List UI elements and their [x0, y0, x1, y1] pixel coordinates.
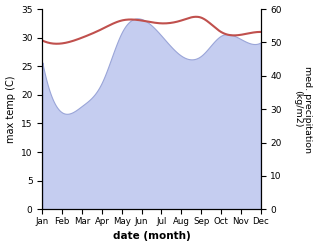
Y-axis label: med. precipitation
(kg/m2): med. precipitation (kg/m2) [293, 66, 313, 153]
X-axis label: date (month): date (month) [113, 231, 190, 242]
Y-axis label: max temp (C): max temp (C) [5, 75, 16, 143]
